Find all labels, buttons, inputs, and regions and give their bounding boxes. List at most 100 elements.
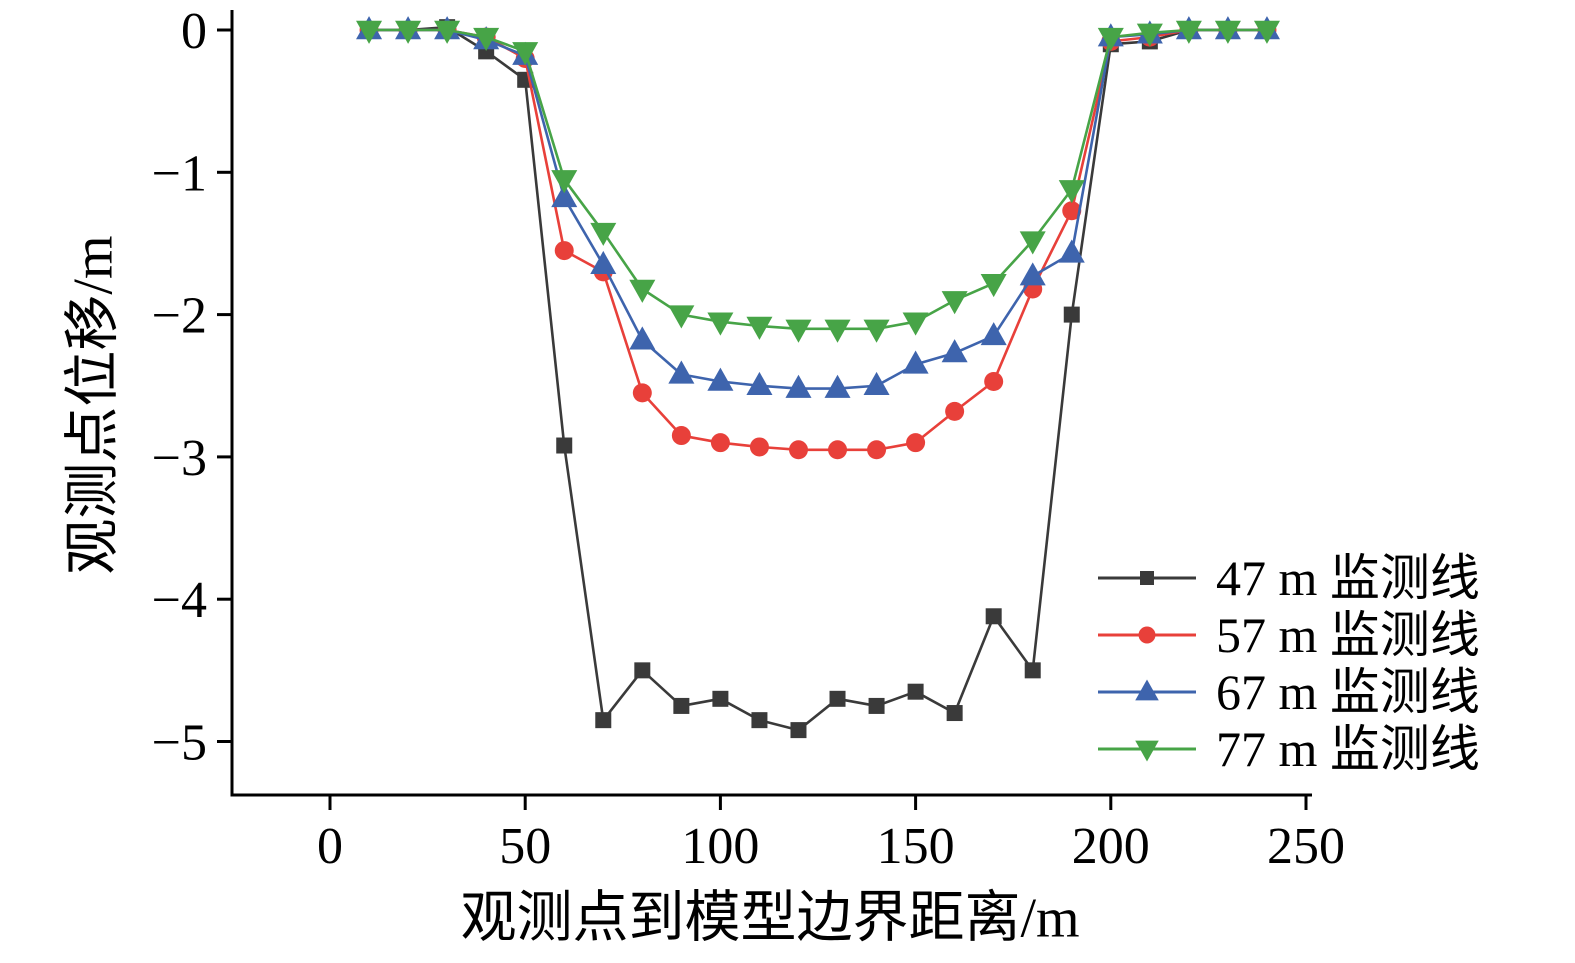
series-57m监测线 [359, 20, 1277, 460]
data-point-marker [512, 42, 539, 66]
legend-item[interactable]: 47 m 监测线 [1098, 550, 1480, 606]
data-point-marker [673, 697, 690, 714]
data-point-marker [668, 305, 695, 329]
y-tick-label: −4 [152, 572, 207, 629]
data-point-marker [707, 367, 734, 391]
y-tick-label: −3 [152, 430, 207, 487]
series-line [369, 28, 1267, 452]
data-point-marker [941, 291, 968, 315]
data-point-marker [356, 20, 383, 44]
data-point-marker [707, 312, 734, 336]
data-point-marker [828, 440, 848, 460]
series-77m监测线 [356, 20, 1280, 343]
legend-marker [1138, 626, 1156, 644]
data-point-marker [1062, 201, 1082, 221]
legend-marker [1135, 740, 1159, 762]
data-point-marker [629, 326, 656, 350]
series-line [369, 28, 1267, 390]
data-point-marker [984, 371, 1004, 391]
x-tick-label: 100 [681, 818, 759, 875]
data-point-marker [1097, 27, 1124, 51]
data-point-marker [434, 20, 461, 44]
data-point-marker [751, 712, 768, 729]
data-point-marker [1214, 20, 1241, 44]
legend-label: 47 m 监测线 [1216, 550, 1480, 606]
data-point-marker [629, 279, 656, 303]
data-point-marker [551, 184, 578, 208]
data-point-marker [671, 426, 691, 446]
data-point-marker [785, 374, 812, 398]
data-point-marker [941, 339, 968, 363]
data-point-marker [595, 712, 612, 729]
data-point-marker [746, 371, 773, 395]
data-point-marker [907, 683, 924, 700]
data-point-marker [985, 608, 1002, 625]
data-point-marker [1136, 23, 1163, 47]
legend-item[interactable]: 77 m 监测线 [1098, 721, 1480, 777]
x-tick-label: 0 [317, 818, 343, 875]
data-point-marker [712, 690, 729, 707]
data-point-marker [1019, 231, 1046, 255]
x-tick-label: 200 [1072, 818, 1150, 875]
data-point-marker [824, 319, 851, 343]
data-point-marker [1063, 306, 1080, 323]
data-point-marker [551, 170, 578, 194]
y-axis: 0 −1 −2 −3 −4 −5 [152, 3, 232, 772]
legend-item[interactable]: 57 m 监测线 [1098, 607, 1480, 663]
series-line [369, 25, 1267, 732]
data-point-marker [746, 316, 773, 340]
data-point-marker [473, 27, 500, 51]
data-point-marker [902, 312, 929, 336]
series-67m监测线 [356, 16, 1280, 398]
series-47m监测线 [361, 19, 1275, 739]
data-point-marker [554, 241, 574, 261]
data-point-marker [710, 433, 730, 453]
data-point-marker [863, 371, 890, 395]
data-point-marker [945, 401, 965, 421]
legend-marker [1135, 679, 1159, 701]
data-point-marker [749, 437, 769, 457]
data-point-marker [863, 319, 890, 343]
y-tick-label: −2 [152, 288, 207, 345]
data-point-marker [590, 222, 617, 246]
legend-label: 57 m 监测线 [1216, 607, 1480, 663]
data-point-marker [668, 360, 695, 384]
y-tick-label: 0 [181, 3, 207, 60]
series-line [369, 28, 1267, 331]
data-point-marker [906, 433, 926, 453]
y-axis-title: 观测点位移/m [62, 235, 125, 575]
data-point-marker [946, 705, 963, 722]
data-point-marker [867, 440, 887, 460]
data-point-marker [1175, 20, 1202, 44]
data-point-marker [788, 440, 808, 460]
legend-label: 77 m 监测线 [1216, 721, 1480, 777]
x-tick-label: 150 [877, 818, 955, 875]
data-point-marker [824, 374, 851, 398]
y-tick-label: −5 [152, 715, 207, 772]
data-point-marker [980, 322, 1007, 346]
data-point-marker [1058, 239, 1085, 263]
data-point-marker [1019, 262, 1046, 286]
axes [230, 10, 1312, 797]
x-axis-title: 观测点到模型边界距离/m [460, 887, 1080, 950]
data-point-marker [1058, 180, 1085, 204]
data-point-marker [1253, 20, 1280, 44]
data-point-marker [634, 662, 651, 679]
data-point-marker [980, 274, 1007, 298]
data-point-marker [868, 697, 885, 714]
data-point-marker [395, 20, 422, 44]
legend-label: 67 m 监测线 [1216, 664, 1480, 720]
legend-marker [1140, 571, 1154, 585]
legend-item[interactable]: 67 m 监测线 [1098, 664, 1480, 720]
data-point-marker [790, 722, 807, 739]
y-tick-label: −1 [152, 145, 207, 202]
data-point-marker [785, 319, 812, 343]
data-point-marker [556, 437, 573, 454]
data-point-marker [829, 690, 846, 707]
data-point-marker [1024, 662, 1041, 679]
data-point-marker [632, 383, 652, 403]
x-axis: 0 50 100 150 200 250 [317, 795, 1345, 875]
